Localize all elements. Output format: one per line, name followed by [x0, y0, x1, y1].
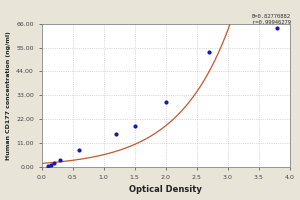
Point: [163, 100, 168, 104]
Point: [58, 158, 62, 161]
Y-axis label: Human CD177 concentration (ng/ml): Human CD177 concentration (ng/ml): [6, 31, 10, 160]
Point: [45, 165, 50, 168]
Text: B=0.82770882
r=0.99946279: B=0.82770882 r=0.99946279: [252, 14, 291, 25]
X-axis label: Optical Density: Optical Density: [129, 185, 202, 194]
Point: [76, 148, 81, 151]
Point: [206, 50, 211, 53]
Point: [48, 163, 53, 167]
Point: [113, 132, 118, 135]
Point: [275, 26, 280, 30]
Point: [52, 161, 56, 164]
Point: [132, 124, 137, 127]
